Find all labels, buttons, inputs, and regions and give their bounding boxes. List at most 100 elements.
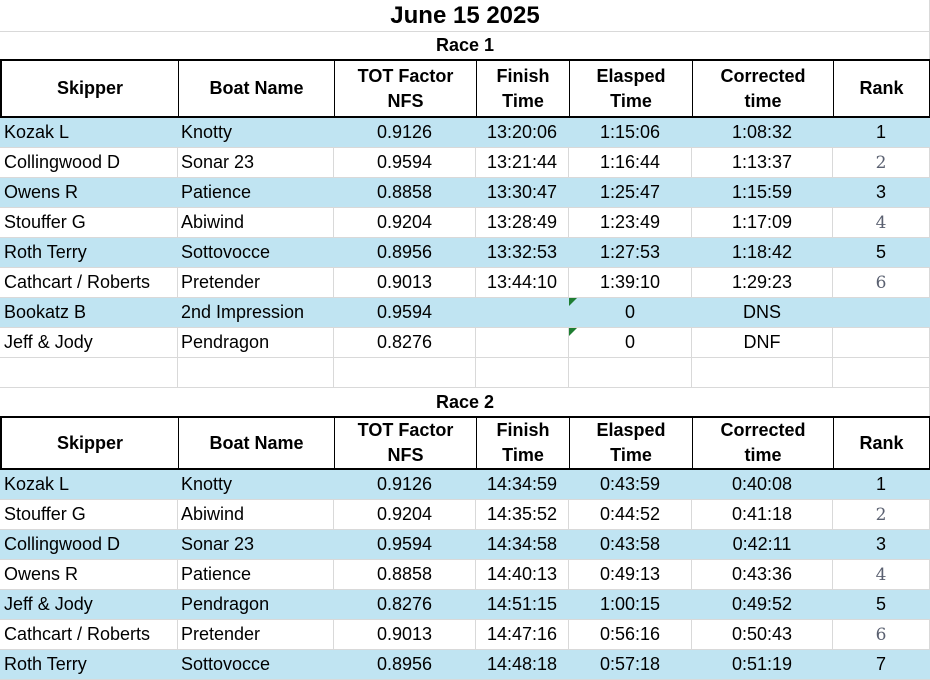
- skipper-cell[interactable]: Jeff & Jody: [0, 590, 178, 619]
- elapsed-time-cell[interactable]: 1:23:49: [569, 208, 692, 237]
- boat-name-cell[interactable]: Abiwind: [178, 208, 334, 237]
- tot-factor-cell[interactable]: 0.9594: [334, 148, 476, 177]
- corrected-time-cell[interactable]: 0:41:18: [692, 500, 833, 529]
- finish-time-cell[interactable]: 14:48:18: [476, 650, 569, 679]
- elapsed-time-cell[interactable]: 0:57:18: [569, 650, 692, 679]
- boat-name-cell[interactable]: 2nd Impression: [178, 298, 334, 327]
- skipper-cell[interactable]: Roth Terry: [0, 650, 178, 679]
- skipper-cell[interactable]: Roth Terry: [0, 238, 178, 267]
- rank-cell[interactable]: 5: [833, 238, 930, 267]
- corrected-time-cell[interactable]: 0:43:36: [692, 560, 833, 589]
- tot-factor-cell[interactable]: 0.9126: [334, 470, 476, 499]
- rank-cell[interactable]: 1: [833, 470, 930, 499]
- rank-cell[interactable]: 2: [833, 148, 930, 177]
- tot-factor-cell[interactable]: 0.9204: [334, 208, 476, 237]
- skipper-cell[interactable]: Stouffer G: [0, 500, 178, 529]
- finish-time-cell[interactable]: 13:28:49: [476, 208, 569, 237]
- skipper-cell[interactable]: Bookatz B: [0, 298, 178, 327]
- boat-name-cell[interactable]: Patience: [178, 178, 334, 207]
- corrected-time-cell[interactable]: 1:29:23: [692, 268, 833, 297]
- skipper-cell[interactable]: Kozak L: [0, 470, 178, 499]
- finish-time-cell[interactable]: 13:21:44: [476, 148, 569, 177]
- tot-factor-cell[interactable]: 0.8276: [334, 590, 476, 619]
- elapsed-time-cell[interactable]: 0:43:59: [569, 470, 692, 499]
- skipper-cell[interactable]: Cathcart / Roberts: [0, 620, 178, 649]
- boat-name-cell[interactable]: Pendragon: [178, 590, 334, 619]
- corrected-time-cell[interactable]: 0:50:43: [692, 620, 833, 649]
- tot-factor-cell[interactable]: 0.9594: [334, 530, 476, 559]
- elapsed-time-cell[interactable]: 1:39:10: [569, 268, 692, 297]
- rank-cell[interactable]: 3: [833, 178, 930, 207]
- skipper-cell[interactable]: Owens R: [0, 178, 178, 207]
- finish-time-blank-cell[interactable]: [476, 358, 569, 387]
- elapsed-time-cell[interactable]: 1:27:53: [569, 238, 692, 267]
- finish-time-cell[interactable]: 13:44:10: [476, 268, 569, 297]
- boat-name-cell[interactable]: Pretender: [178, 620, 334, 649]
- rank-blank-cell[interactable]: [833, 358, 930, 387]
- corrected-time-cell[interactable]: 0:51:19: [692, 650, 833, 679]
- elapsed-time-cell[interactable]: 0:56:16: [569, 620, 692, 649]
- finish-time-cell[interactable]: 14:35:52: [476, 500, 569, 529]
- rank-cell[interactable]: 5: [833, 590, 930, 619]
- tot-factor-cell[interactable]: 0.9013: [334, 620, 476, 649]
- corrected-time-cell[interactable]: DNS: [692, 298, 833, 327]
- skipper-blank-cell[interactable]: [0, 358, 178, 387]
- rank-cell[interactable]: 6: [833, 268, 930, 297]
- skipper-cell[interactable]: Collingwood D: [0, 530, 178, 559]
- skipper-cell[interactable]: Cathcart / Roberts: [0, 268, 178, 297]
- elapsed-time-cell[interactable]: 0:49:13: [569, 560, 692, 589]
- finish-time-cell[interactable]: 14:34:59: [476, 470, 569, 499]
- corrected-time-cell[interactable]: DNF: [692, 328, 833, 357]
- rank-cell[interactable]: [833, 298, 930, 327]
- boat-name-cell[interactable]: Knotty: [178, 118, 334, 147]
- rank-cell[interactable]: [833, 328, 930, 357]
- elapsed-time-blank-cell[interactable]: [569, 358, 692, 387]
- corrected-time-blank-cell[interactable]: [692, 358, 833, 387]
- tot-factor-cell[interactable]: 0.9126: [334, 118, 476, 147]
- rank-cell[interactable]: 4: [833, 560, 930, 589]
- rank-cell[interactable]: 6: [833, 620, 930, 649]
- elapsed-time-cell[interactable]: 1:25:47: [569, 178, 692, 207]
- tot-factor-blank-cell[interactable]: [334, 358, 476, 387]
- boat-name-cell[interactable]: Sottovocce: [178, 650, 334, 679]
- rank-cell[interactable]: 4: [833, 208, 930, 237]
- finish-time-cell[interactable]: 14:51:15: [476, 590, 569, 619]
- tot-factor-cell[interactable]: 0.8956: [334, 650, 476, 679]
- rank-cell[interactable]: 2: [833, 500, 930, 529]
- corrected-time-cell[interactable]: 1:15:59: [692, 178, 833, 207]
- corrected-time-cell[interactable]: 1:18:42: [692, 238, 833, 267]
- finish-time-cell[interactable]: 13:20:06: [476, 118, 569, 147]
- boat-name-blank-cell[interactable]: [178, 358, 334, 387]
- tot-factor-cell[interactable]: 0.8858: [334, 560, 476, 589]
- skipper-cell[interactable]: Owens R: [0, 560, 178, 589]
- tot-factor-cell[interactable]: 0.9204: [334, 500, 476, 529]
- rank-cell[interactable]: 1: [833, 118, 930, 147]
- corrected-time-cell[interactable]: 0:42:11: [692, 530, 833, 559]
- skipper-cell[interactable]: Jeff & Jody: [0, 328, 178, 357]
- finish-time-cell[interactable]: 14:47:16: [476, 620, 569, 649]
- skipper-cell[interactable]: Kozak L: [0, 118, 178, 147]
- corrected-time-cell[interactable]: 0:40:08: [692, 470, 833, 499]
- boat-name-cell[interactable]: Sottovocce: [178, 238, 334, 267]
- boat-name-cell[interactable]: Sonar 23: [178, 530, 334, 559]
- elapsed-time-cell[interactable]: 0:44:52: [569, 500, 692, 529]
- elapsed-time-cell[interactable]: 1:16:44: [569, 148, 692, 177]
- tot-factor-cell[interactable]: 0.8858: [334, 178, 476, 207]
- elapsed-time-cell[interactable]: 0: [569, 298, 692, 327]
- tot-factor-cell[interactable]: 0.8956: [334, 238, 476, 267]
- elapsed-time-cell[interactable]: 1:00:15: [569, 590, 692, 619]
- corrected-time-cell[interactable]: 1:13:37: [692, 148, 833, 177]
- boat-name-cell[interactable]: Patience: [178, 560, 334, 589]
- tot-factor-cell[interactable]: 0.8276: [334, 328, 476, 357]
- tot-factor-cell[interactable]: 0.9013: [334, 268, 476, 297]
- finish-time-cell[interactable]: [476, 298, 569, 327]
- finish-time-cell[interactable]: 13:30:47: [476, 178, 569, 207]
- finish-time-cell[interactable]: [476, 328, 569, 357]
- boat-name-cell[interactable]: Abiwind: [178, 500, 334, 529]
- corrected-time-cell[interactable]: 0:49:52: [692, 590, 833, 619]
- corrected-time-cell[interactable]: 1:17:09: [692, 208, 833, 237]
- rank-cell[interactable]: 3: [833, 530, 930, 559]
- finish-time-cell[interactable]: 13:32:53: [476, 238, 569, 267]
- elapsed-time-cell[interactable]: 0:43:58: [569, 530, 692, 559]
- elapsed-time-cell[interactable]: 0: [569, 328, 692, 357]
